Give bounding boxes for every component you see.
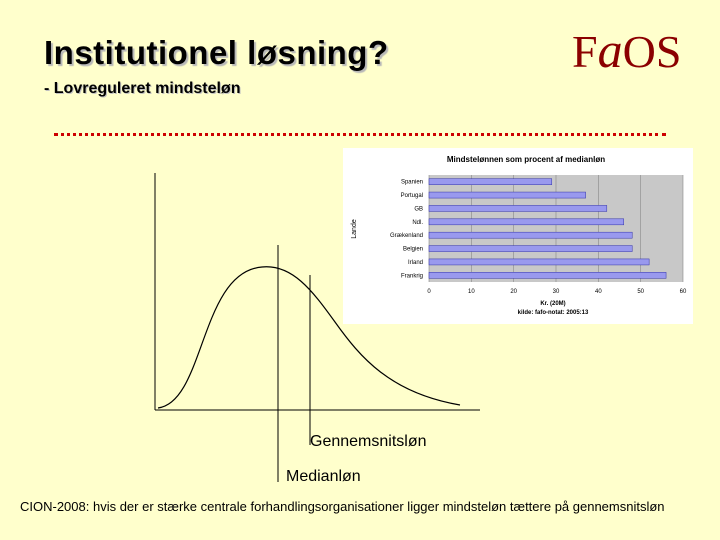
inset-x-label: Kr. (20M) [540,301,565,307]
inset-x-tick-label: 30 [553,289,560,295]
inset-bar [428,231,633,239]
inset-y-label: Lande [351,219,358,239]
inset-x-tick-label: 0 [427,289,431,295]
faos-logo: FaOS [572,22,681,76]
inset-x-tick-label: 10 [468,289,475,295]
inset-category-label: Grækenland [390,233,423,239]
inset-bars [428,178,667,279]
inset-bar [428,178,553,185]
footnote: CION-2008: hvis der er stærke centrale f… [20,499,665,514]
inset-category-label: Irland [408,260,423,266]
inset-category-label: Ndl. [412,220,423,226]
inset-x-tick-label: 60 [680,289,687,295]
inset-category-labels: Spanien Portugal GB Ndl. Grækenland Belgien Ir… [390,180,423,280]
faos-logo-text: FaOS [572,22,681,76]
inset-x-tick-label: 50 [637,289,644,295]
slide-title: Institutionel løsning? [44,34,389,71]
distribution-curve [157,266,461,409]
inset-bar [428,258,650,266]
inset-x-tick-label: 20 [510,289,517,295]
inset-category-label: Spanien [401,180,423,186]
inset-bar [428,205,608,212]
inset-bar [428,218,624,226]
inset-category-label: Belgien [403,247,423,253]
inset-bar [428,245,633,252]
inset-source: kilde: fafo-notat: 2005:13 [518,310,589,316]
inset-x-tick-label: 40 [595,289,602,295]
inset-bar [428,191,586,199]
inset-x-tick-labels: 0 10 20 30 40 50 60 [427,289,687,295]
inset-category-label: Frankrig [401,273,423,279]
median-wage-label: Medianløn [286,468,361,485]
inset-title: Mindstelønnen som procent af medianløn [447,155,605,164]
dotted-divider [54,133,666,136]
slide-subtitle: - Lovreguleret mindsteløn [44,80,241,97]
average-wage-label: Gennemsnitsløn [310,433,427,450]
inset-category-label: Portugal [401,193,423,199]
minimum-wage-inset-chart: Mindstelønnen som procent af medianløn L… [343,148,693,324]
inset-category-label: GB [414,206,423,212]
inset-bar [428,272,667,279]
